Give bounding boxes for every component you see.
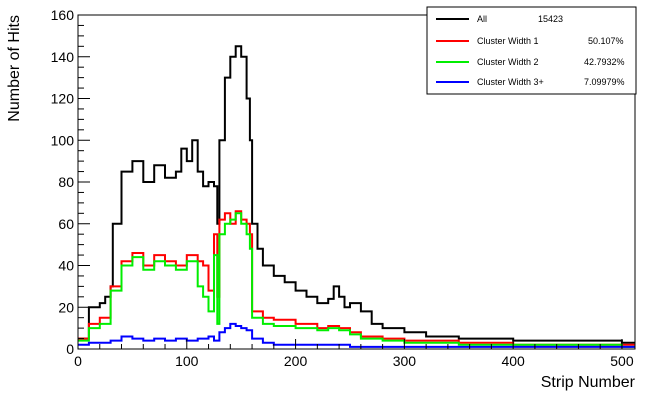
legend-stat: 15423 xyxy=(538,14,563,24)
series-line-1 xyxy=(78,210,635,346)
y-tick-label: 0 xyxy=(66,341,74,357)
x-tick-label: 200 xyxy=(284,353,308,369)
legend-entry: Cluster Width 3+ 7.09979% xyxy=(436,77,625,87)
legend-entry: Cluster Width 2 42.7932% xyxy=(436,57,625,67)
y-tick-label: 80 xyxy=(58,174,74,190)
series-line-0 xyxy=(78,45,635,344)
legend-entry: Cluster Width 1 50.107% xyxy=(436,36,624,46)
x-axis: 0 100 200 300 400 500 xyxy=(74,339,634,369)
series-line-3 xyxy=(78,322,635,348)
y-axis-label: Number of Hits xyxy=(6,15,23,122)
legend-label: Cluster Width 2 xyxy=(477,57,539,67)
y-tick-label: 100 xyxy=(51,132,75,148)
y-axis: 0 20 40 60 80 100 120 140 160 xyxy=(51,7,90,357)
legend-label: Cluster Width 1 xyxy=(477,36,539,46)
y-tick-label: 20 xyxy=(58,299,74,315)
y-tick-label: 40 xyxy=(58,258,74,274)
legend: All 15423 Cluster Width 1 50.107% Cluste… xyxy=(426,6,637,95)
legend-stat: 42.7932% xyxy=(584,57,625,67)
legend-entry: All 15423 xyxy=(436,14,563,24)
x-tick-label: 100 xyxy=(175,353,199,369)
series-layer xyxy=(78,45,635,348)
legend-label: Cluster Width 3+ xyxy=(477,77,544,87)
x-tick-label: 0 xyxy=(74,353,82,369)
y-tick-label: 140 xyxy=(51,49,75,65)
legend-stat: 7.09979% xyxy=(584,77,625,87)
y-tick-label: 160 xyxy=(51,7,75,23)
series-line-2 xyxy=(78,212,635,348)
legend-box xyxy=(426,6,637,95)
legend-label: All xyxy=(477,14,487,24)
x-tick-label: 300 xyxy=(393,353,417,369)
x-tick-label: 400 xyxy=(501,353,525,369)
y-tick-label: 120 xyxy=(51,91,75,107)
x-axis-label: Strip Number xyxy=(541,374,636,391)
y-tick-label: 60 xyxy=(58,216,74,232)
x-tick-label: 500 xyxy=(610,353,634,369)
legend-stat: 50.107% xyxy=(588,36,624,46)
